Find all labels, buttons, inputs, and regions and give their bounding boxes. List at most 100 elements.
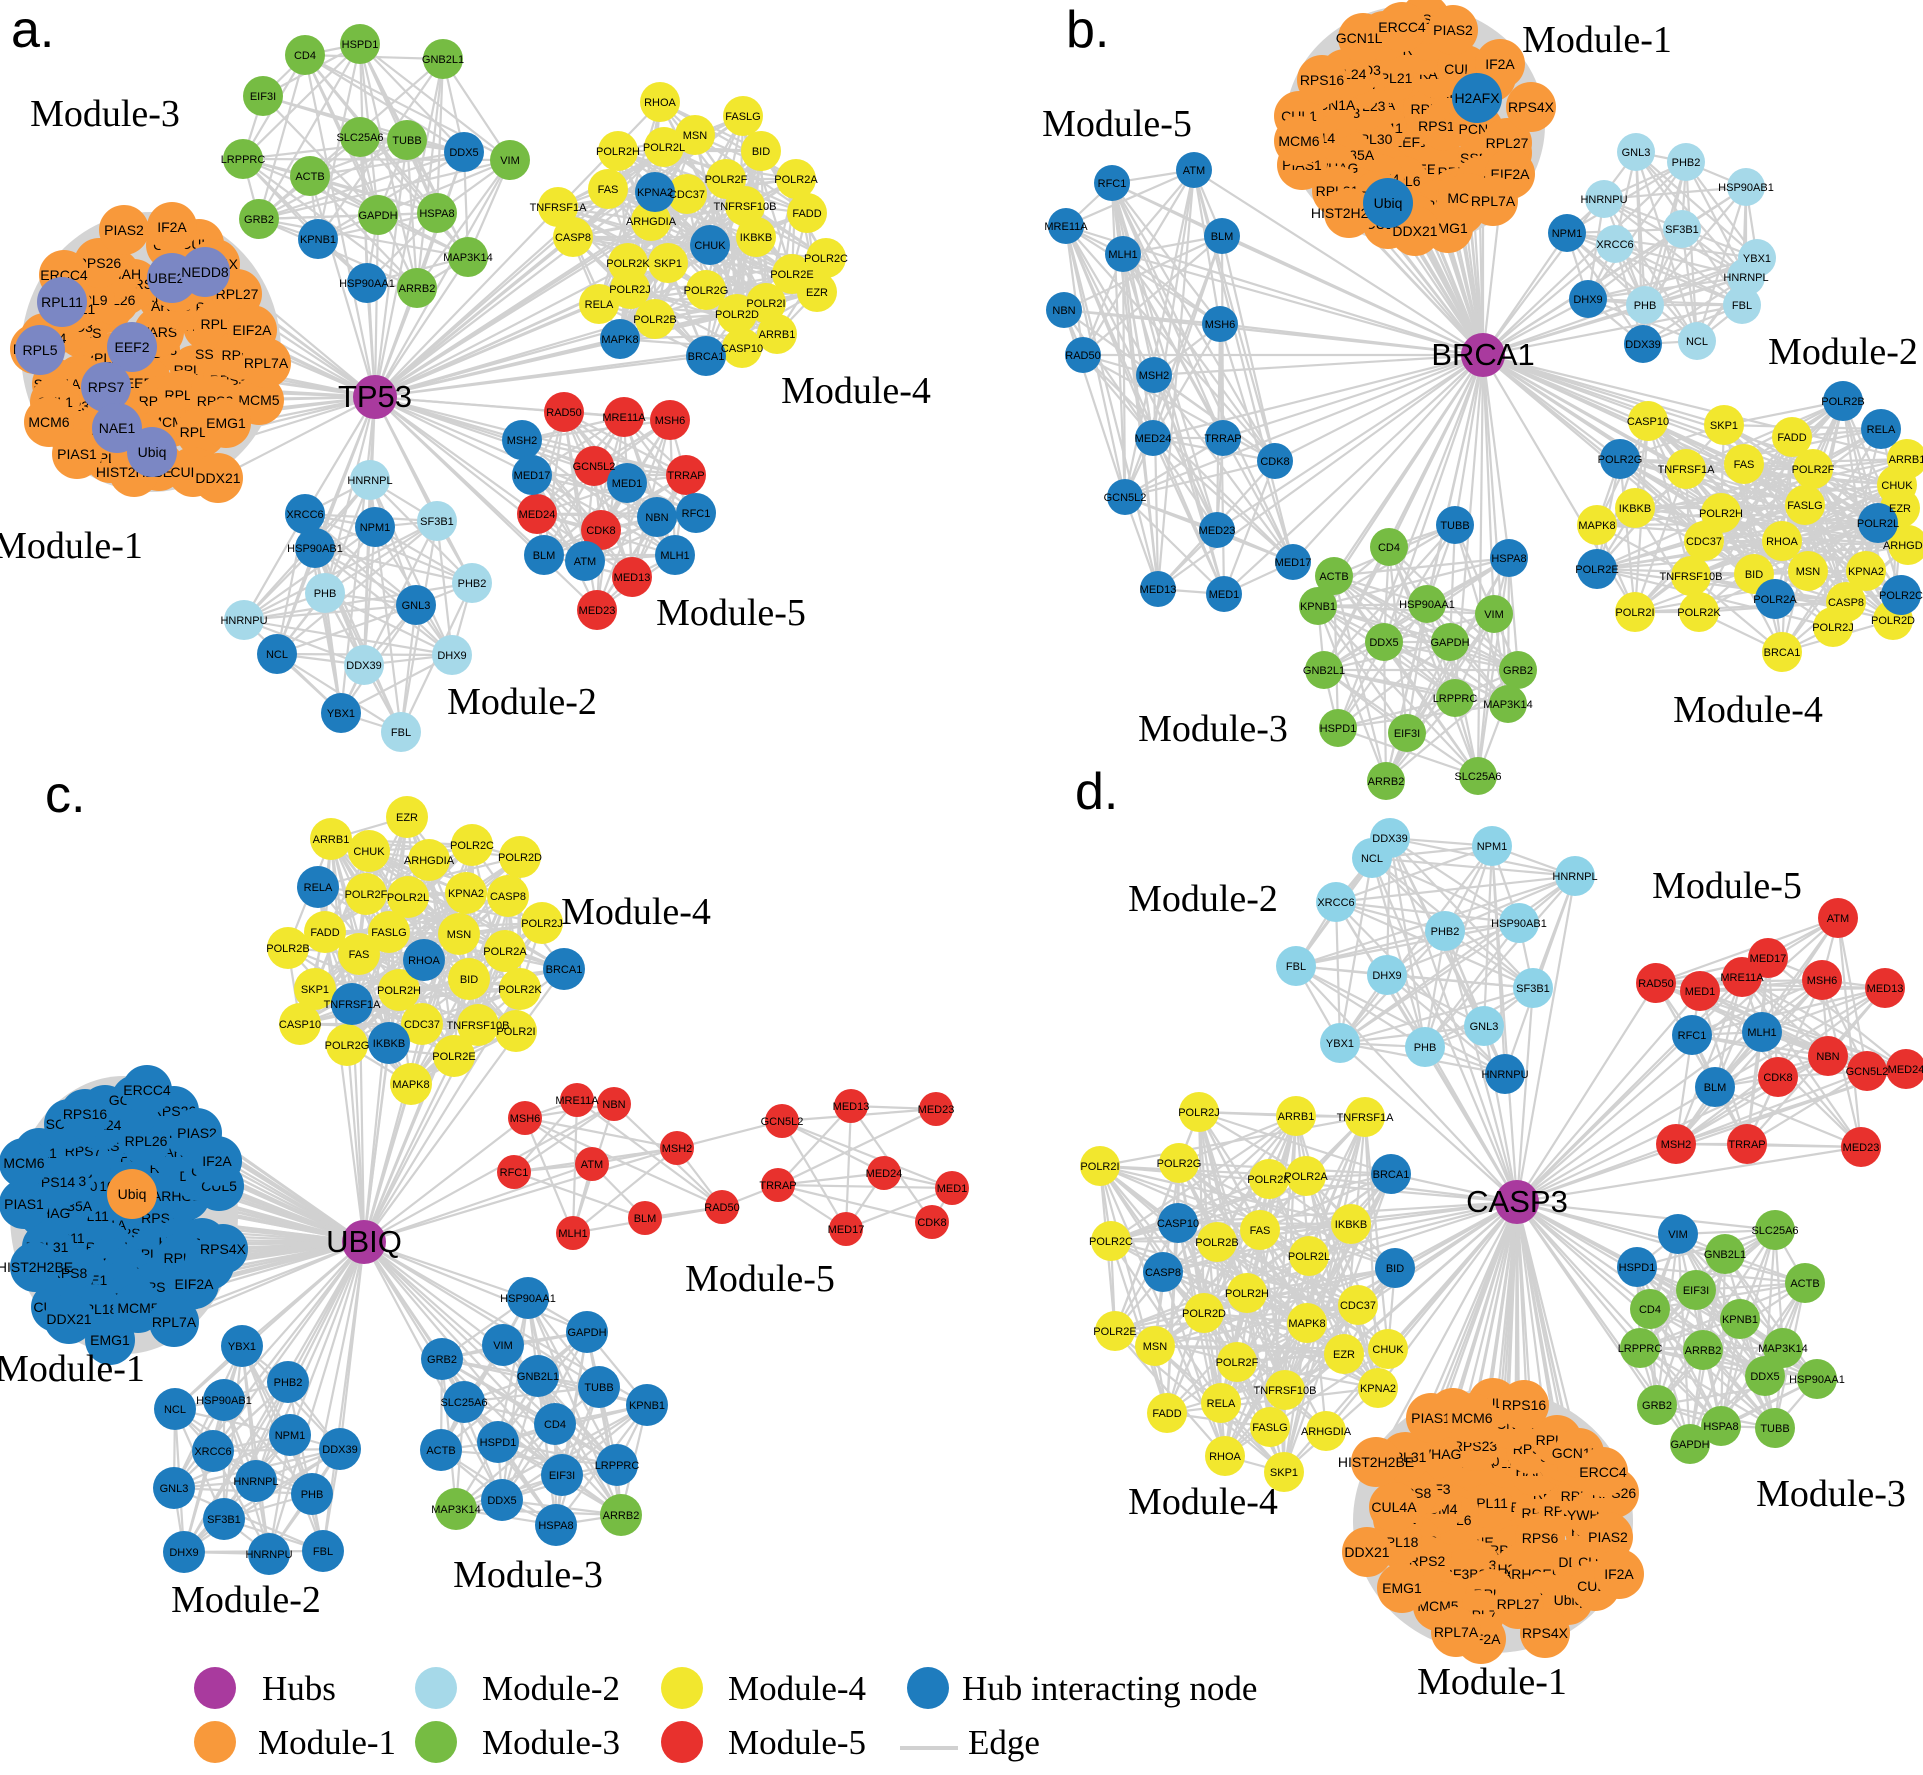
- svg-text:TRRAP: TRRAP: [759, 1180, 796, 1192]
- svg-text:CD4: CD4: [1639, 1304, 1661, 1316]
- svg-text:GNL3: GNL3: [1622, 147, 1651, 159]
- svg-text:RELA: RELA: [1867, 424, 1896, 436]
- svg-text:DHX9: DHX9: [1573, 294, 1602, 306]
- svg-text:DDX39: DDX39: [1625, 339, 1660, 351]
- svg-text:MAPK8: MAPK8: [1288, 1318, 1325, 1330]
- svg-text:RPS7: RPS7: [88, 379, 125, 395]
- svg-text:EZR: EZR: [806, 287, 828, 299]
- svg-text:NPM1: NPM1: [1552, 228, 1583, 240]
- svg-text:CASP3: CASP3: [1466, 1184, 1568, 1219]
- svg-text:TNFRSF10B: TNFRSF10B: [447, 1020, 510, 1032]
- svg-text:POLR2B: POLR2B: [1195, 1237, 1238, 1249]
- svg-text:HSP90AA1: HSP90AA1: [1399, 599, 1455, 611]
- svg-text:ARRB1: ARRB1: [1278, 1111, 1315, 1123]
- svg-text:Module-5: Module-5: [1652, 865, 1802, 907]
- svg-text:HSP90AB1: HSP90AB1: [1491, 918, 1547, 930]
- svg-text:PHB2: PHB2: [274, 1377, 303, 1389]
- svg-text:TNFRSF1A: TNFRSF1A: [1337, 1112, 1395, 1124]
- svg-text:Module-5: Module-5: [1042, 103, 1192, 145]
- svg-text:TRRAP: TRRAP: [1204, 433, 1241, 445]
- svg-text:Module-1: Module-1: [1522, 19, 1672, 61]
- svg-text:EIF3I: EIF3I: [549, 1470, 575, 1482]
- svg-text:NBN: NBN: [1052, 305, 1075, 317]
- svg-text:MED1: MED1: [1209, 589, 1240, 601]
- svg-text:Module-3: Module-3: [482, 1723, 620, 1762]
- svg-text:ERCC4: ERCC4: [123, 1082, 171, 1098]
- svg-text:NCL: NCL: [266, 649, 288, 661]
- svg-text:KPNA2: KPNA2: [637, 187, 673, 199]
- svg-text:FADD: FADD: [310, 927, 339, 939]
- svg-text:BRCA1: BRCA1: [1431, 337, 1534, 372]
- svg-text:RELA: RELA: [304, 882, 333, 894]
- svg-text:c.: c.: [45, 766, 85, 824]
- svg-text:KPNA2: KPNA2: [1848, 566, 1884, 578]
- svg-text:POLR2C: POLR2C: [1089, 1236, 1133, 1248]
- svg-text:POLR2I: POLR2I: [746, 298, 785, 310]
- svg-text:GAPDH: GAPDH: [567, 1327, 606, 1339]
- svg-text:HNRNPL: HNRNPL: [233, 1476, 278, 1488]
- svg-text:GNB2L1: GNB2L1: [1303, 665, 1345, 677]
- svg-text:PHB: PHB: [1414, 1042, 1437, 1054]
- svg-text:FAS: FAS: [598, 184, 619, 196]
- svg-text:SKP1: SKP1: [654, 258, 682, 270]
- svg-text:EMG1: EMG1: [206, 415, 246, 431]
- svg-text:MAPK8: MAPK8: [1578, 520, 1615, 532]
- svg-text:LRPPRC: LRPPRC: [1618, 1343, 1663, 1355]
- svg-text:PHB: PHB: [301, 1489, 324, 1501]
- svg-text:MCM6: MCM6: [28, 414, 69, 430]
- svg-text:KPNA2: KPNA2: [1360, 1383, 1396, 1395]
- svg-text:TNFRSF1A: TNFRSF1A: [1658, 464, 1716, 476]
- svg-text:CASP10: CASP10: [1157, 1218, 1199, 1230]
- svg-text:GCN5L2: GCN5L2: [761, 1116, 804, 1128]
- svg-text:POLR2H: POLR2H: [377, 985, 421, 997]
- svg-text:ARHGDIA: ARHGDIA: [1883, 540, 1923, 552]
- svg-text:SKP1: SKP1: [301, 984, 329, 996]
- svg-text:HSPD1: HSPD1: [480, 1437, 517, 1449]
- svg-text:RHOA: RHOA: [644, 97, 676, 109]
- svg-text:GCN1L1: GCN1L1: [1336, 30, 1391, 46]
- svg-text:EZR: EZR: [1333, 1349, 1355, 1361]
- svg-text:CHUK: CHUK: [1372, 1344, 1404, 1356]
- svg-text:HSP90AB1: HSP90AB1: [1718, 182, 1774, 194]
- svg-text:CHUK: CHUK: [694, 240, 726, 252]
- svg-text:RPL7A: RPL7A: [244, 355, 289, 371]
- svg-text:MAPK8: MAPK8: [601, 334, 638, 346]
- svg-text:TRRAP: TRRAP: [667, 470, 704, 482]
- svg-text:RPS23: RPS23: [1453, 1438, 1498, 1454]
- svg-text:IKBKB: IKBKB: [740, 232, 772, 244]
- svg-text:ARHGDIA: ARHGDIA: [404, 855, 455, 867]
- svg-text:POLR2G: POLR2G: [1598, 454, 1643, 466]
- svg-text:EIF3I: EIF3I: [1394, 728, 1420, 740]
- svg-text:MRE11A: MRE11A: [602, 412, 646, 424]
- svg-text:Module-4: Module-4: [728, 1669, 866, 1708]
- svg-text:SF3B1: SF3B1: [1516, 983, 1550, 995]
- svg-text:GNB2L1: GNB2L1: [422, 54, 464, 66]
- svg-text:NBN: NBN: [645, 512, 668, 524]
- svg-text:IKBKB: IKBKB: [1335, 1219, 1367, 1231]
- svg-text:POLR2F: POLR2F: [345, 889, 388, 901]
- svg-text:MLH1: MLH1: [1747, 1027, 1776, 1039]
- svg-text:ACTB: ACTB: [1790, 1278, 1819, 1290]
- svg-text:GNL3: GNL3: [160, 1483, 189, 1495]
- svg-text:RPS4X: RPS4X: [1508, 99, 1555, 115]
- svg-text:a.: a.: [11, 1, 54, 59]
- svg-text:CDC37: CDC37: [1686, 536, 1722, 548]
- svg-text:POLR2I: POLR2I: [1080, 1161, 1119, 1173]
- svg-text:EEF2: EEF2: [114, 339, 149, 355]
- svg-text:MED24: MED24: [1888, 1064, 1923, 1076]
- svg-text:MLH1: MLH1: [660, 550, 689, 562]
- svg-text:ERCC4: ERCC4: [1579, 1464, 1627, 1480]
- svg-text:Module-3: Module-3: [1756, 1473, 1906, 1515]
- svg-text:POLR2C: POLR2C: [804, 253, 848, 265]
- svg-text:Module-2: Module-2: [171, 1579, 321, 1621]
- svg-text:IF2A: IF2A: [1485, 56, 1515, 72]
- svg-text:RELA: RELA: [1207, 1398, 1236, 1410]
- svg-text:POLR2L: POLR2L: [1857, 518, 1899, 530]
- svg-text:TUBB: TUBB: [1440, 520, 1469, 532]
- svg-text:MRE11A: MRE11A: [1720, 972, 1764, 984]
- svg-text:NBN: NBN: [1816, 1051, 1839, 1063]
- svg-text:Module-2: Module-2: [1128, 878, 1278, 920]
- svg-text:MRE11A: MRE11A: [1044, 221, 1088, 233]
- svg-text:MED17: MED17: [1275, 557, 1312, 569]
- svg-text:KPNB1: KPNB1: [300, 234, 336, 246]
